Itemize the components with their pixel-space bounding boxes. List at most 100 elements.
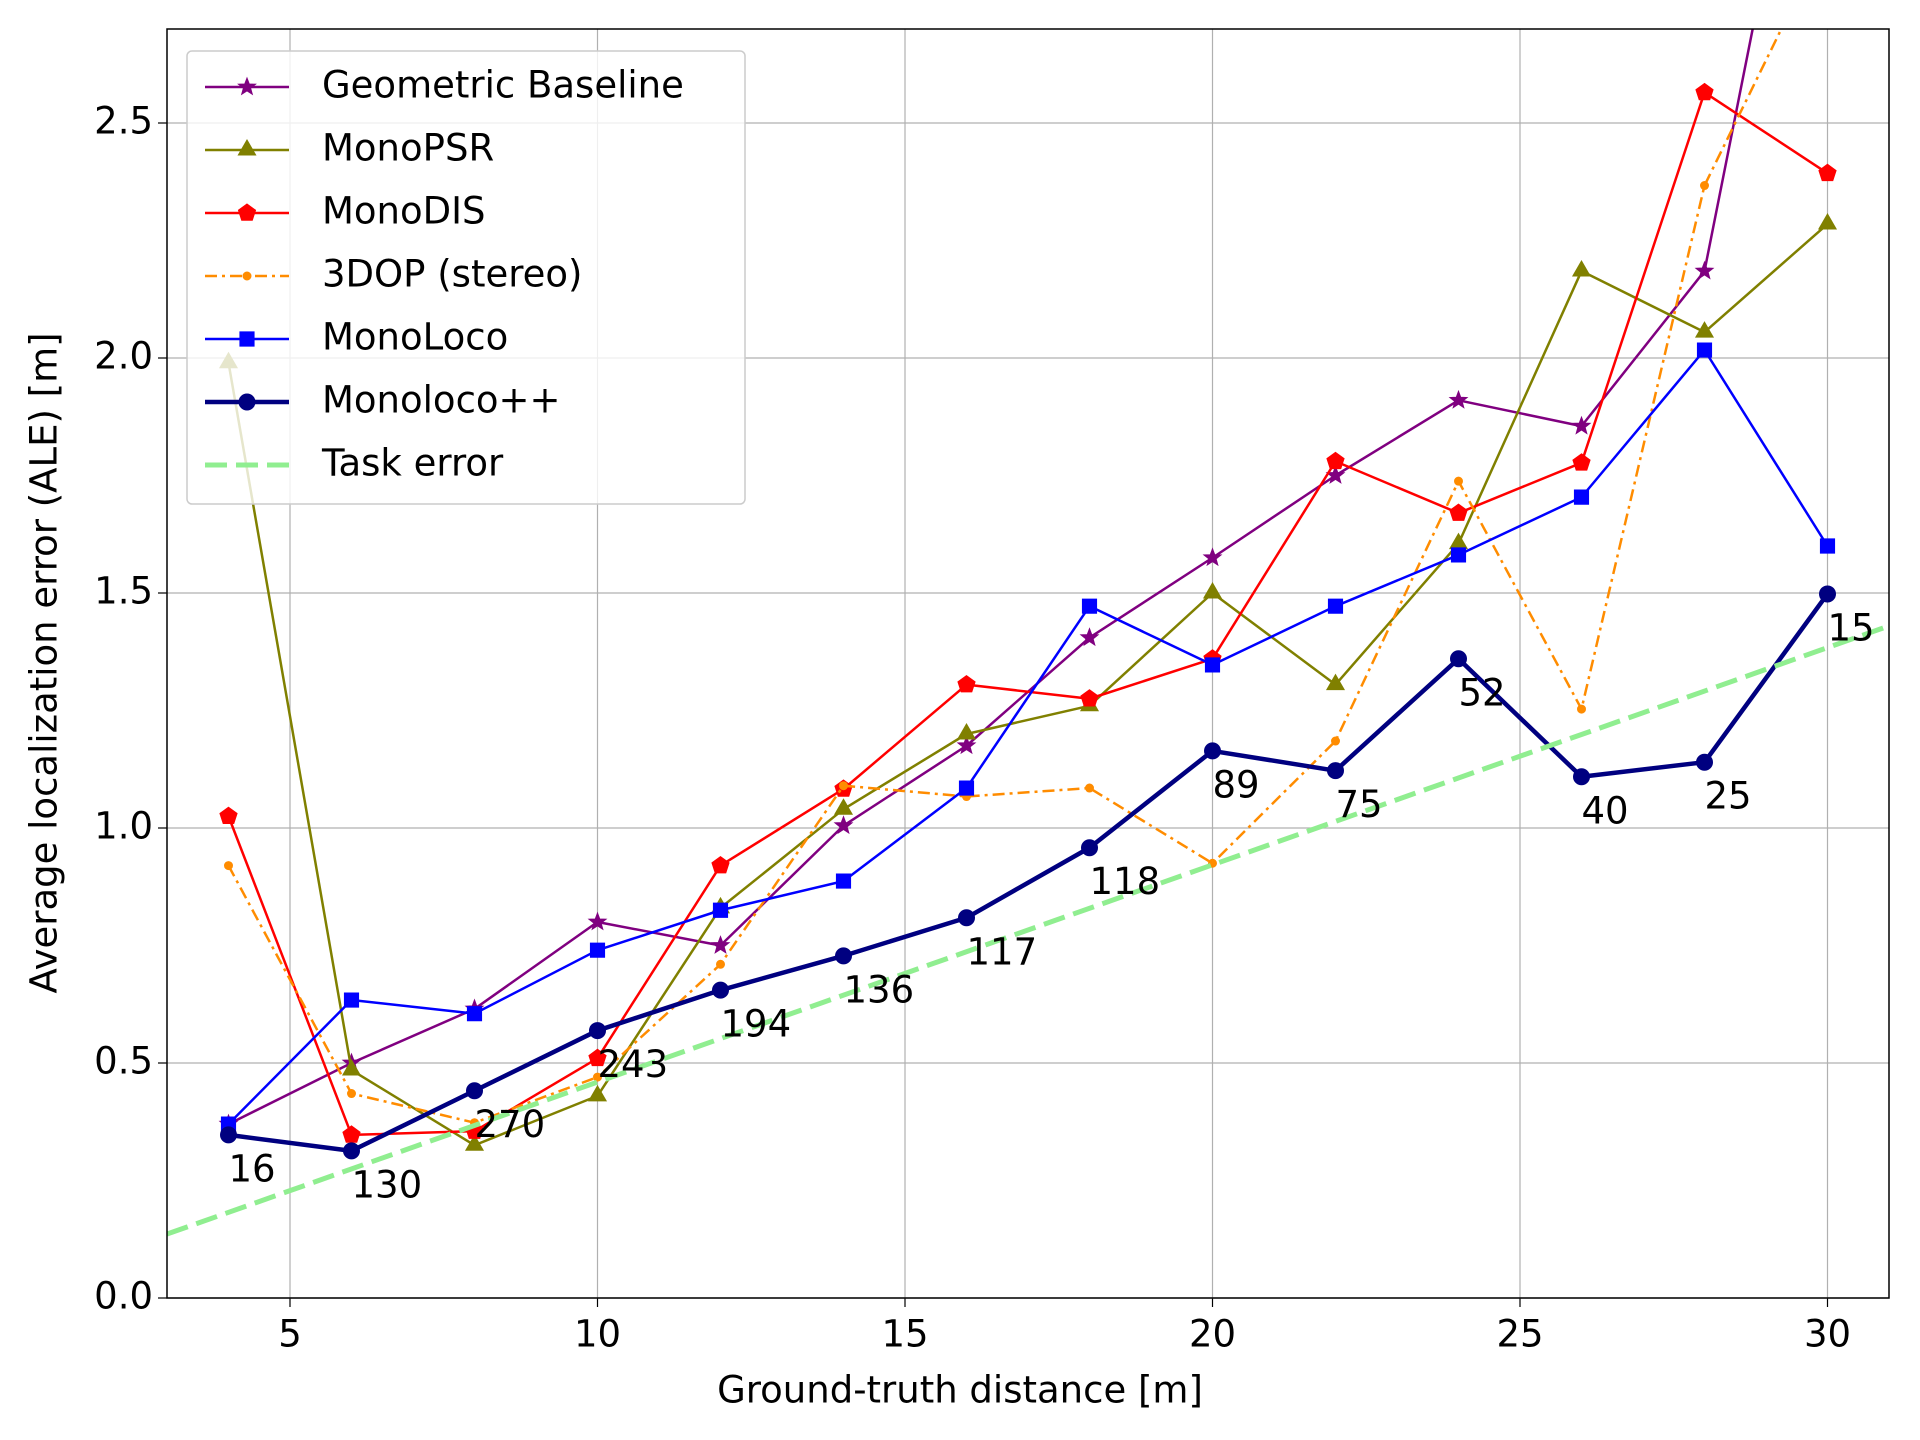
legend-label: Task error xyxy=(321,442,504,485)
data-point xyxy=(224,861,233,871)
data-point xyxy=(1448,532,1469,550)
y-tick-label: 1.5 xyxy=(94,570,153,613)
data-point xyxy=(587,911,608,931)
annotation: 243 xyxy=(598,1043,669,1086)
series-line xyxy=(227,348,1829,1125)
x-axis-label: Ground-truth distance [m] xyxy=(717,1369,1203,1412)
series-line xyxy=(227,223,1829,1147)
series-line xyxy=(228,592,1830,1154)
data-point xyxy=(589,1022,606,1040)
data-point xyxy=(710,935,731,954)
y-axis-label: Average localization error (ALE) [m] xyxy=(23,332,66,993)
data-point xyxy=(1819,585,1836,603)
data-point xyxy=(1694,321,1715,338)
x-tick-label: 20 xyxy=(1189,1313,1236,1356)
data-point xyxy=(347,1089,356,1099)
data-point xyxy=(1573,768,1590,786)
data-point xyxy=(1572,453,1591,471)
data-point xyxy=(716,959,725,969)
data-point xyxy=(1325,673,1346,691)
y-tick-label: 2.5 xyxy=(94,100,153,143)
annotation: 89 xyxy=(1213,763,1260,806)
data-point xyxy=(835,947,852,965)
data-point xyxy=(1085,783,1094,793)
plot-area xyxy=(167,29,1889,1237)
data-point xyxy=(1202,547,1223,567)
data-point xyxy=(958,780,975,796)
data-point xyxy=(220,1126,237,1144)
legend-box xyxy=(186,50,746,505)
plot-frame xyxy=(166,28,1890,1299)
annotation: 117 xyxy=(967,930,1038,973)
legend-label: 3DOP (stereo) xyxy=(322,253,582,296)
data-point xyxy=(219,806,238,825)
data-point xyxy=(833,798,854,815)
data-point xyxy=(1819,538,1836,554)
data-point xyxy=(1571,415,1592,435)
data-point xyxy=(1331,736,1340,746)
data-point xyxy=(712,981,729,999)
legend-label: MonoLoco xyxy=(322,316,508,359)
data-point xyxy=(1450,650,1467,668)
legend-marker xyxy=(237,138,257,156)
data-point xyxy=(956,735,977,755)
annotation: 40 xyxy=(1582,789,1629,832)
data-point xyxy=(1327,598,1344,614)
annotation: 194 xyxy=(721,1003,792,1046)
data-point xyxy=(342,1125,361,1143)
data-point xyxy=(589,942,606,958)
data-point xyxy=(1573,489,1590,505)
x-tick-label: 5 xyxy=(278,1313,302,1356)
y-tick-label: 1.0 xyxy=(94,805,153,848)
annotation: 15 xyxy=(1828,606,1875,649)
data-point xyxy=(1081,839,1098,857)
annotation: 118 xyxy=(1090,860,1161,903)
y-tick-label: 0.0 xyxy=(94,1275,153,1318)
data-point xyxy=(711,855,730,874)
data-point xyxy=(1450,547,1467,563)
annotation: 16 xyxy=(229,1147,276,1190)
data-point xyxy=(1080,689,1099,707)
data-point xyxy=(712,902,729,918)
annotation: 136 xyxy=(844,968,915,1011)
data-point xyxy=(835,873,852,889)
data-point xyxy=(1081,598,1098,614)
y-tick-label: 2.0 xyxy=(94,335,153,378)
legend-marker xyxy=(238,393,256,411)
data-point xyxy=(1694,260,1715,280)
annotation: 52 xyxy=(1459,671,1506,714)
legend-label: Geometric Baseline xyxy=(322,64,684,107)
annotation: 75 xyxy=(1336,783,1383,826)
data-point xyxy=(343,992,360,1008)
data-point xyxy=(1571,260,1592,277)
series-line xyxy=(167,623,1889,1237)
data-point xyxy=(1204,657,1221,673)
data-point xyxy=(588,1048,607,1067)
x-tick-label: 25 xyxy=(1496,1313,1543,1356)
legend-marker xyxy=(237,76,257,96)
x-tick-label: 10 xyxy=(574,1313,621,1356)
data-point xyxy=(1700,181,1709,191)
legend-marker xyxy=(239,331,255,347)
data-point xyxy=(1202,582,1223,599)
legend-label: Monoloco++ xyxy=(322,379,561,422)
data-point xyxy=(341,1059,362,1076)
data-point xyxy=(839,781,848,791)
data-point xyxy=(464,1134,485,1151)
data-point xyxy=(1818,163,1837,182)
data-point xyxy=(1327,762,1344,780)
legend-label: MonoDIS xyxy=(322,190,486,233)
data-point xyxy=(956,723,977,740)
y-tick-label: 0.5 xyxy=(94,1040,153,1083)
annotation: 270 xyxy=(475,1103,546,1146)
legend-marker xyxy=(242,271,252,281)
data-point xyxy=(1696,342,1713,358)
data-point xyxy=(593,1072,602,1082)
data-point xyxy=(1079,627,1100,647)
data-point xyxy=(1454,476,1463,486)
data-point xyxy=(1449,503,1468,521)
data-point xyxy=(466,1006,483,1022)
data-point xyxy=(587,1084,608,1102)
series-line xyxy=(227,29,1783,1124)
data-point xyxy=(957,675,976,693)
